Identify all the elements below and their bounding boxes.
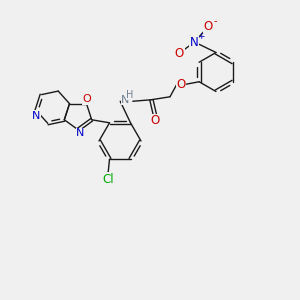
Text: O: O bbox=[83, 94, 92, 104]
Text: H: H bbox=[126, 90, 134, 100]
Text: N: N bbox=[76, 128, 85, 138]
Text: O: O bbox=[203, 20, 212, 33]
Text: O: O bbox=[176, 78, 186, 91]
Text: N: N bbox=[32, 110, 40, 121]
Text: +: + bbox=[197, 32, 205, 41]
Text: N: N bbox=[190, 35, 199, 49]
Text: O: O bbox=[175, 47, 184, 60]
Text: -: - bbox=[214, 16, 217, 26]
Text: Cl: Cl bbox=[102, 173, 114, 186]
Text: O: O bbox=[150, 114, 160, 127]
Text: N: N bbox=[121, 95, 130, 105]
